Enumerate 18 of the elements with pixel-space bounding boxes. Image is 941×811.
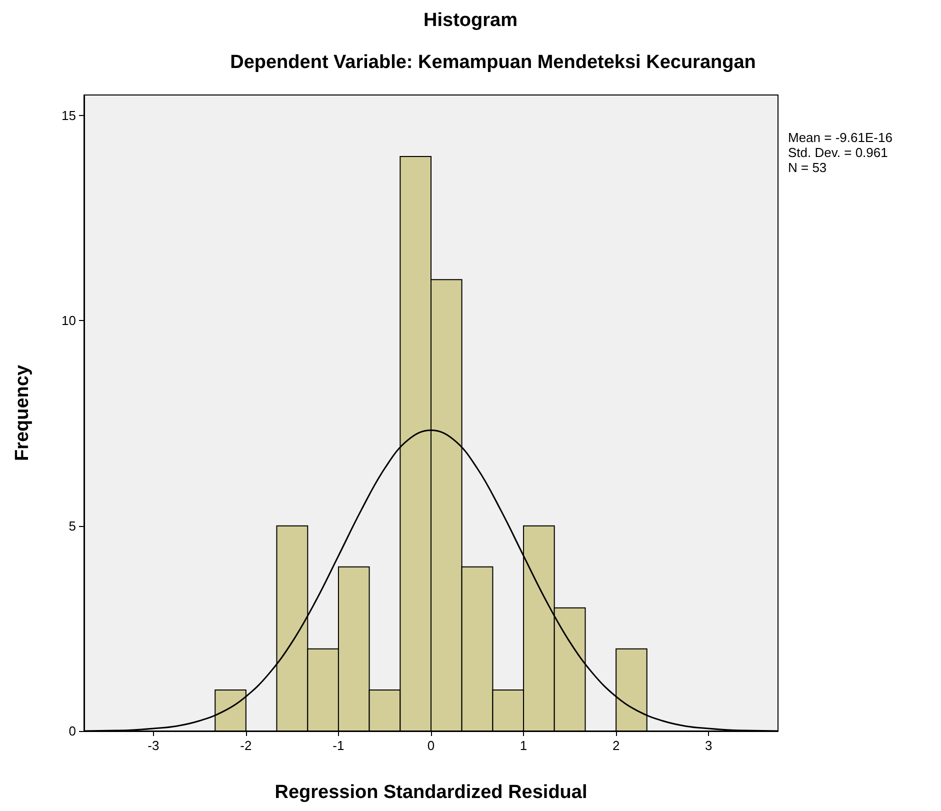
chart-title: Histogram [424,10,518,31]
text: N = 53 [788,160,827,175]
x-tick-label: 2 [612,738,620,753]
x-tick-label: -3 [148,738,160,753]
x-tick-label: -2 [240,738,252,753]
y-tick-label: 10 [62,313,76,328]
y-axis-title: Frequency [12,364,33,462]
x-tick-label: 3 [704,738,712,753]
text: Mean = -9.61E-16 [788,130,892,145]
x-tick-label: 0 [427,738,435,753]
x-axis-title: Regression Standardized Residual [274,782,588,803]
y-tick-label: 15 [62,108,76,124]
y-tick-label: 5 [68,518,76,534]
x-tick-label: -1 [332,738,344,753]
x-tick-label: 1 [520,738,528,753]
y-tick-label: 0 [68,724,76,738]
chart-subtitle: Dependent Variable: Kemampuan Mendeteksi Kecurangan [230,52,756,73]
text: Std. Dev. = 0.961 [788,145,888,160]
